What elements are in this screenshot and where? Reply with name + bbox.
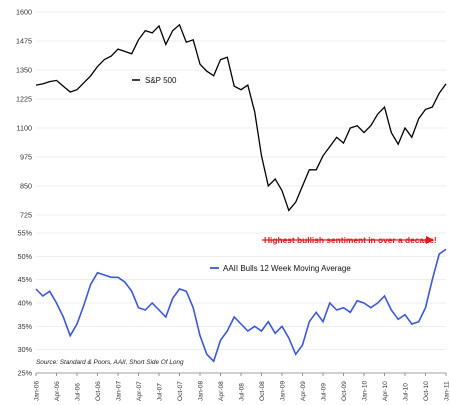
x-tick-label: Oct-08: [259, 381, 266, 401]
x-tick-label: Apr-06: [54, 381, 61, 401]
source-note: Source: Standard & Poors, AAII, Short Si…: [36, 359, 184, 366]
x-tick-label: Jan-10: [362, 381, 369, 401]
aaii-y-tick-label: 45%: [18, 275, 33, 284]
sp500-y-tick-label: 850: [20, 182, 32, 191]
aaii-y-tick-label: 35%: [18, 322, 33, 331]
x-tick-label: Jan-07: [116, 381, 123, 401]
x-tick-label: Jan-08: [198, 381, 205, 401]
sp500-y-tick-label: 1100: [17, 124, 32, 133]
x-tick-label: Jul-06: [75, 383, 82, 401]
sp500-y-tick-label: 975: [20, 153, 32, 162]
sp500-y-tick-label: 1475: [16, 37, 32, 46]
x-tick-label: Oct-10: [423, 381, 430, 401]
x-tick-label: Jul-09: [321, 383, 328, 401]
sp500-y-tick-label: 725: [20, 211, 32, 220]
x-tick-label: Jul-07: [157, 383, 164, 401]
aaii-y-tick-label: 25%: [18, 369, 33, 378]
x-tick-label: Jan-09: [280, 381, 287, 401]
x-tick-label: Oct-09: [341, 381, 348, 401]
sp500-y-tick-label: 1225: [16, 95, 32, 104]
sp500-panel: 1600 1475 1350 1225 1100 975 850 725 S&P 500: [16, 8, 447, 220]
aaii-y-tick-label: 55%: [18, 229, 33, 238]
x-tick-label: Jul-10: [403, 383, 410, 401]
aaii-line: [35, 248, 447, 363]
aaii-legend-label: AAII Bulls 12 Week Moving Average: [223, 264, 351, 273]
x-tick-label: Oct-06: [95, 381, 102, 401]
annotation-arrow-head: [426, 236, 434, 244]
x-tick-label: Oct-07: [177, 381, 184, 401]
x-axis: Jan-06 Apr-06 Jul-06 Oct-06 Jan-07 Apr-07 Jul-…: [34, 372, 450, 401]
x-tick-label: Apr-10: [382, 381, 389, 401]
x-tick-label: Jul-08: [239, 383, 246, 401]
sp500-y-tick-label: 1600: [16, 8, 32, 17]
aaii-y-tick-label: 40%: [18, 299, 33, 308]
aaii-y-tick-label: 30%: [18, 345, 33, 354]
x-tick-label: Apr-08: [218, 381, 225, 401]
x-tick-label: Apr-09: [300, 381, 307, 401]
sp500-y-tick-label: 1350: [16, 66, 32, 75]
aaii-y-tick-label: 50%: [18, 252, 33, 261]
sp500-legend-label: S&P 500: [145, 76, 177, 85]
sp500-line: [35, 23, 447, 212]
x-tick-label: Apr-07: [136, 381, 143, 401]
x-tick-label: Jan-11: [444, 381, 450, 401]
annotation: Highest bullish sentiment in over a deca…: [262, 235, 437, 245]
sp500-legend: S&P 500: [132, 76, 177, 85]
aaii-legend: AAII Bulls 12 Week Moving Average: [210, 264, 351, 273]
sp500-y-axis: 1600 1475 1350 1225 1100 975 850 725: [16, 8, 446, 220]
annotation-text: Highest bullish sentiment in over a deca…: [264, 235, 437, 245]
x-tick-label: Jan-06: [34, 381, 41, 401]
